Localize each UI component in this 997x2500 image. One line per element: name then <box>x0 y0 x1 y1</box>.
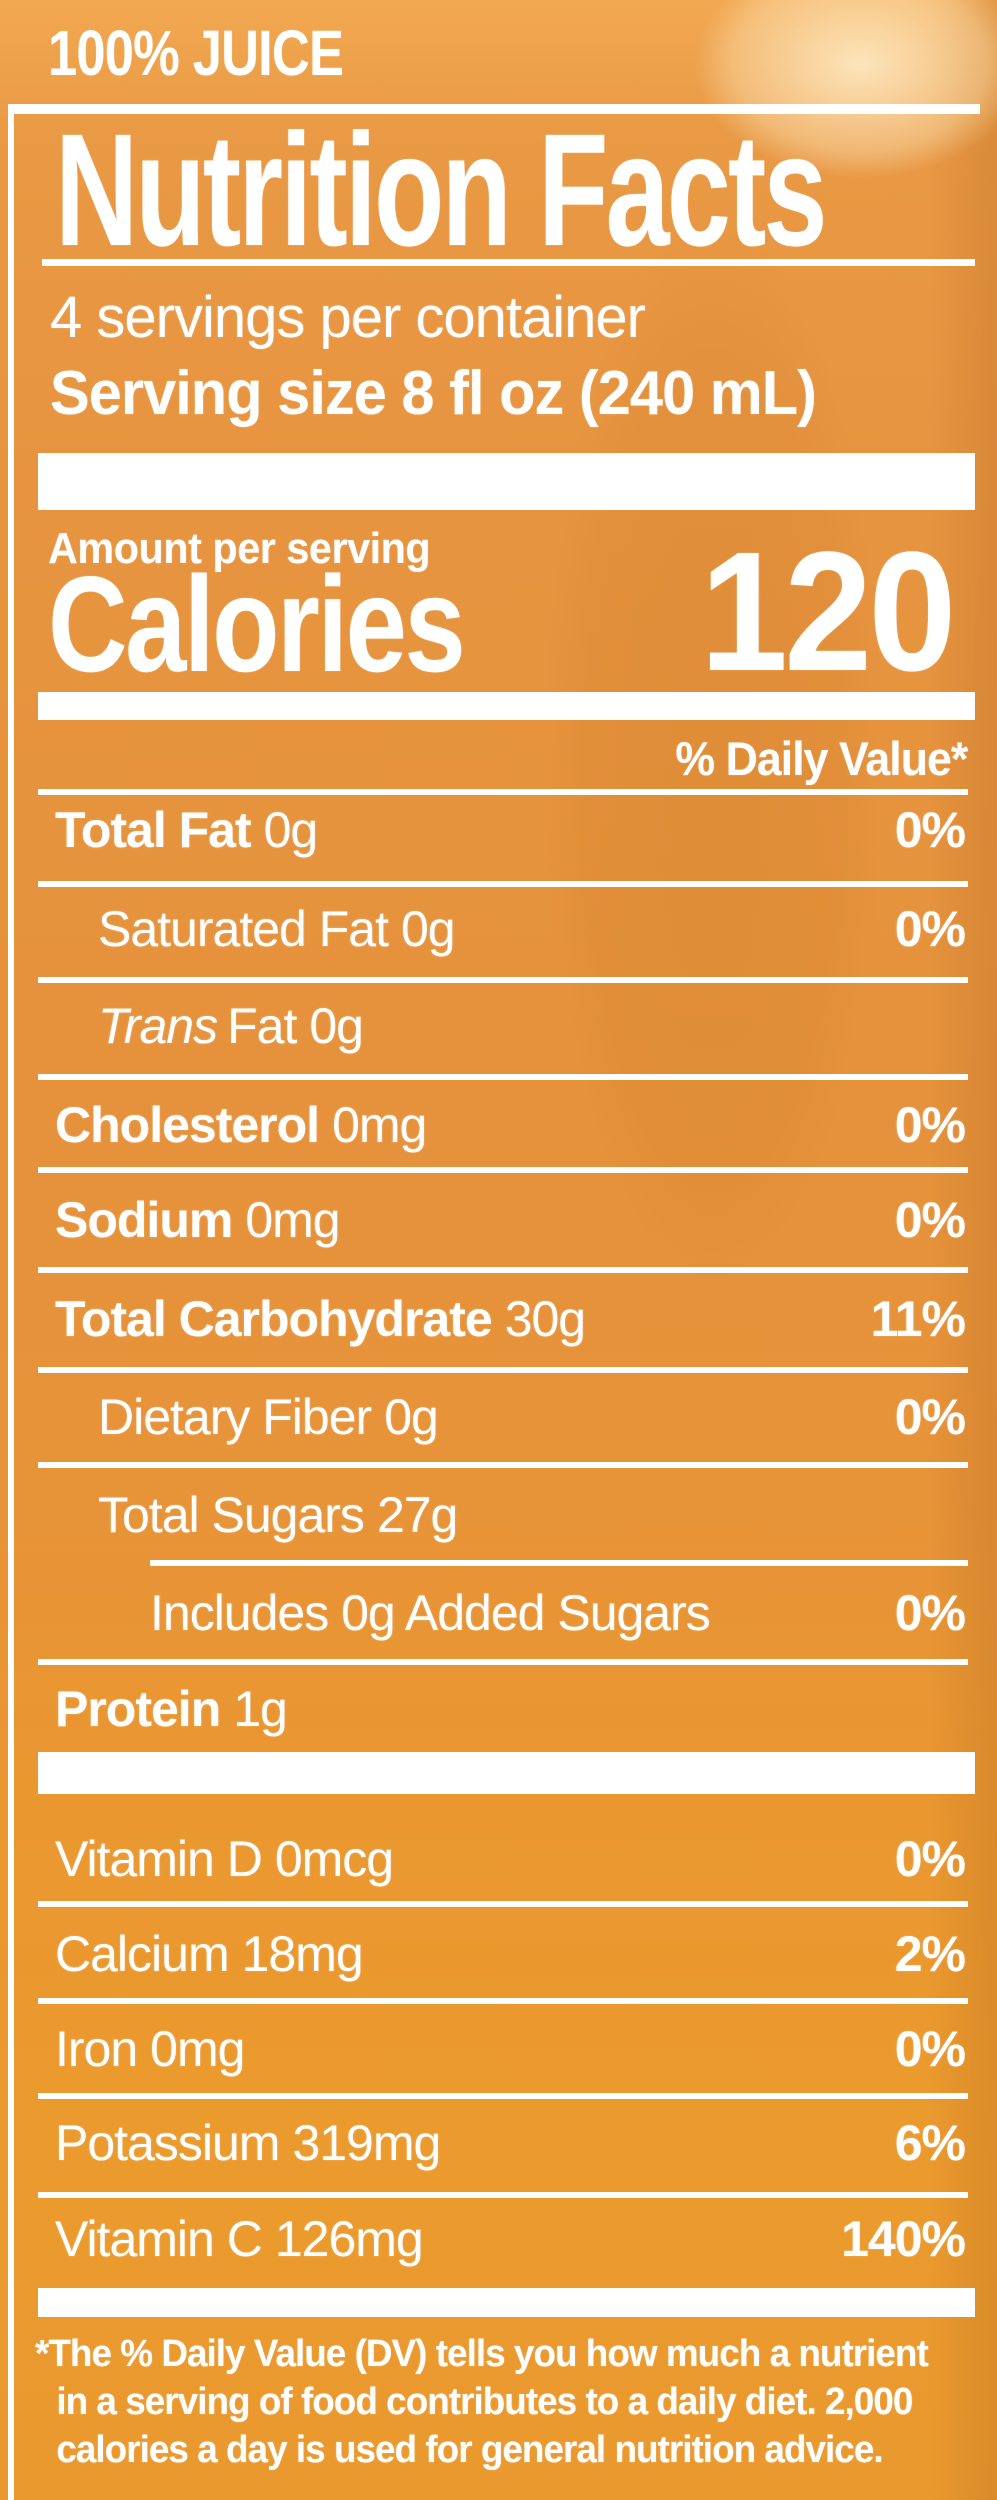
nutrient-row-dietary-fiber: Dietary Fiber 0g 0% <box>98 1389 966 1445</box>
servings-per-container: 4 servings per container <box>50 285 646 350</box>
juice-banner: 100% JUICE <box>48 17 344 89</box>
calories-label: Calories <box>48 548 466 700</box>
nutrient-row-trans-fat: Trans Fat 0g <box>98 998 364 1054</box>
nutrient-row-total-carbohydrate: Total Carbohydrate 30g 11% <box>55 1291 966 1347</box>
vitamin-row-potassium: Potassium 319mg 6% <box>55 2115 966 2171</box>
nutrient-row-cholesterol: Cholesterol 0mg 0% <box>55 1097 966 1153</box>
nutrient-row-added-sugars: Includes 0g Added Sugars 0% <box>150 1585 966 1641</box>
daily-value-footnote: *The % Daily Value (DV) tells you how mu… <box>35 2330 973 2474</box>
footnote-line: *The % Daily Value (DV) tells you how mu… <box>35 2333 929 2375</box>
panel-left-border <box>8 114 14 2500</box>
row-divider <box>38 2093 968 2099</box>
row-divider <box>38 1462 968 1468</box>
vitamin-row-vitamin-c: Vitamin C 126mg 140% <box>55 2211 966 2267</box>
medium-divider-bar <box>38 2288 975 2317</box>
nutrient-row-sodium: Sodium 0mg 0% <box>55 1192 966 1248</box>
row-divider <box>38 1267 968 1273</box>
medium-divider-bar <box>38 692 975 720</box>
row-divider <box>38 1659 968 1665</box>
calories-value: 120 <box>700 517 956 707</box>
panel-top-border <box>8 104 980 114</box>
row-divider <box>38 789 968 795</box>
thick-divider-bar <box>38 1752 975 1794</box>
nutrient-row-total-fat: Total Fat 0g 0% <box>55 802 966 858</box>
nutrient-row-total-sugars: Total Sugars 27g <box>98 1487 458 1543</box>
nutrient-row-saturated-fat: Saturated Fat 0g 0% <box>98 901 966 957</box>
daily-value-header: % Daily Value* <box>675 732 968 785</box>
row-divider <box>38 2192 968 2198</box>
row-divider <box>38 1367 968 1373</box>
footnote-line: calories a day is used for general nutri… <box>56 2429 883 2471</box>
row-divider <box>38 1901 968 1907</box>
vitamin-row-calcium: Calcium 18mg 2% <box>55 1926 966 1982</box>
title-divider <box>42 259 975 266</box>
row-divider <box>38 977 968 983</box>
vitamin-row-iron: Iron 0mg 0% <box>55 2021 966 2077</box>
serving-size: Serving size 8 fl oz (240 mL) <box>50 359 817 428</box>
row-divider <box>38 881 968 887</box>
row-divider <box>38 1167 968 1173</box>
footnote-line: in a serving of food contributes to a da… <box>56 2381 913 2423</box>
nutrient-row-protein: Protein 1g <box>55 1681 288 1737</box>
panel-title: Nutrition Facts <box>55 100 827 279</box>
row-divider-indented <box>150 1560 968 1566</box>
amount-per-serving-label: Amount per serving <box>48 524 431 573</box>
row-divider <box>38 1998 968 2004</box>
row-divider <box>38 1074 968 1080</box>
vitamin-row-vitamin-d: Vitamin D 0mcg 0% <box>55 1831 966 1887</box>
thick-divider-bar <box>38 453 975 510</box>
